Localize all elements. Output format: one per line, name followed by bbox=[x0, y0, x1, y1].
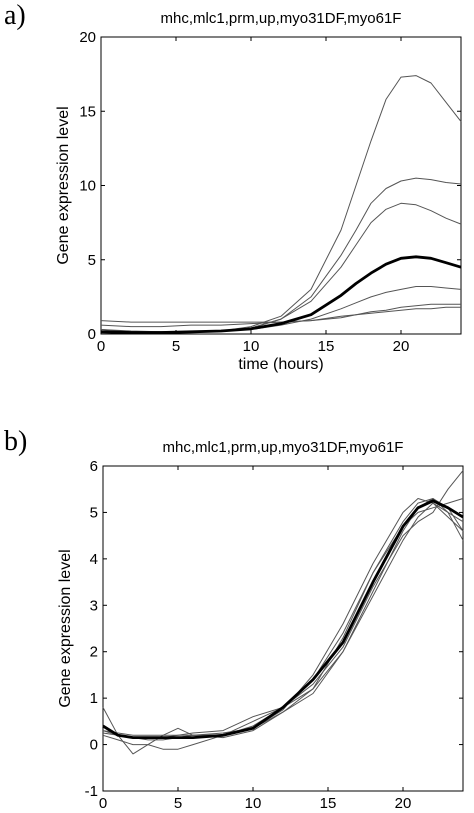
x-tick-label-a: 15 bbox=[318, 338, 335, 355]
x-tick-label-a: 20 bbox=[393, 338, 410, 355]
gene-series-line-a-6 bbox=[100, 303, 461, 328]
x-tick-label-b: 15 bbox=[320, 795, 337, 812]
gene-series-line-b-5 bbox=[102, 498, 464, 739]
gene-series-line-b-0 bbox=[102, 498, 464, 755]
y-tick-label-a: 5 bbox=[88, 252, 96, 269]
gene-series-line-b-1 bbox=[102, 498, 464, 750]
gene-series-line-b-2 bbox=[102, 470, 464, 736]
y-tick-label-b: 5 bbox=[90, 504, 98, 521]
chart-title-b: mhc,mlc1,prm,up,myo31DF,myo61F bbox=[163, 439, 404, 456]
mean-series-line-a-3 bbox=[100, 255, 462, 334]
y-tick-label-b: 4 bbox=[90, 551, 98, 568]
y-tick-label-b: 3 bbox=[90, 597, 98, 614]
y-tick-label-a: 10 bbox=[79, 178, 96, 195]
chart-title-a: mhc,mlc1,prm,up,myo31DF,myo61F bbox=[161, 10, 402, 27]
mean-series-line-b-6 bbox=[102, 499, 464, 740]
panel-label-b: b) bbox=[4, 426, 28, 457]
y-tick-label-b: 0 bbox=[90, 737, 98, 754]
y-axis-label-a: Gene expression level bbox=[55, 106, 72, 264]
x-tick-label-a: 0 bbox=[97, 338, 105, 355]
y-tick-label-b: 1 bbox=[90, 690, 98, 707]
x-axis-label-a: time (hours) bbox=[238, 356, 323, 373]
plot-frame-b bbox=[102, 465, 464, 792]
x-tick-label-b: 20 bbox=[395, 795, 412, 812]
x-tick-label-b: 5 bbox=[174, 795, 182, 812]
y-tick-label-b: 2 bbox=[90, 644, 98, 661]
panel-label-a: a) bbox=[4, 0, 26, 31]
y-tick-label-a: 20 bbox=[79, 29, 96, 46]
y-tick-label-a: 0 bbox=[88, 326, 96, 343]
plot-frame-a bbox=[100, 36, 462, 335]
gene-series-line-a-5 bbox=[100, 306, 461, 323]
y-tick-label-a: 15 bbox=[79, 103, 96, 120]
gene-series-line-b-3 bbox=[102, 502, 464, 739]
chart-a: mhc,mlc1,prm,up,myo31DF,myo61F 0 5 10 15 20 0 5… bbox=[55, 10, 462, 373]
gene-series-line-a-2 bbox=[100, 202, 462, 333]
x-tick-label-b: 0 bbox=[99, 795, 107, 812]
y-tick-label-b: 6 bbox=[90, 458, 98, 475]
x-tick-label-a: 5 bbox=[172, 338, 180, 355]
x-tick-label-b: 10 bbox=[245, 795, 262, 812]
gene-series-line-b-4 bbox=[102, 498, 464, 741]
y-tick-label-b: -1 bbox=[85, 783, 98, 800]
y-axis-label-b: Gene expression level bbox=[57, 549, 74, 707]
x-tick-label-a: 10 bbox=[243, 338, 260, 355]
